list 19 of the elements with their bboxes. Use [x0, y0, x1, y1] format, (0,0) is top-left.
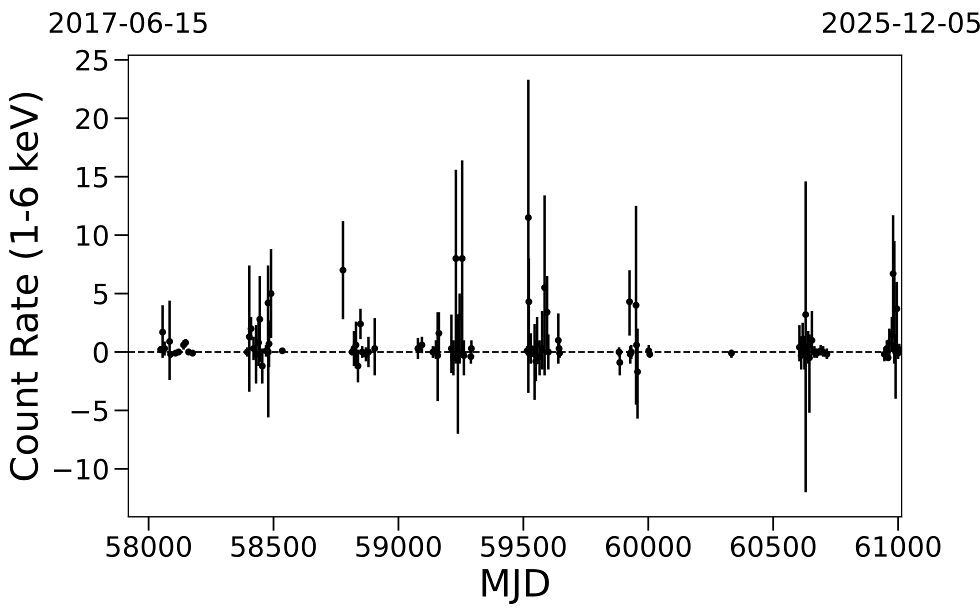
y-tick-label: −5	[72, 400, 108, 422]
x-axis-title: MJD	[482, 569, 549, 604]
y-tick-label: 20	[76, 108, 108, 130]
y-tick-label: 0	[94, 342, 108, 363]
y-tick-label: 25	[76, 50, 108, 71]
x2-tick-label: 2017-06-15	[50, 12, 207, 34]
y-tick-label: −10	[54, 458, 108, 480]
x-tick-label: 60500	[730, 536, 816, 558]
y-tick-label: 5	[94, 284, 108, 305]
x-tick-label: 58000	[106, 536, 191, 558]
x-tick-label: 61000	[856, 536, 940, 558]
y-tick-label: 10	[77, 225, 108, 246]
y-tick-label: 15	[77, 167, 108, 188]
x2-tick-label: 2025-12-05	[822, 12, 980, 34]
x-tick-label: 58500	[231, 536, 316, 558]
x-tick-label: 59500	[481, 536, 566, 558]
y-axis-title: Count Rate (1-6 keV)	[9, 92, 43, 480]
x-tick-label: 60000	[606, 536, 691, 558]
x-tick-label: 59000	[356, 536, 441, 558]
